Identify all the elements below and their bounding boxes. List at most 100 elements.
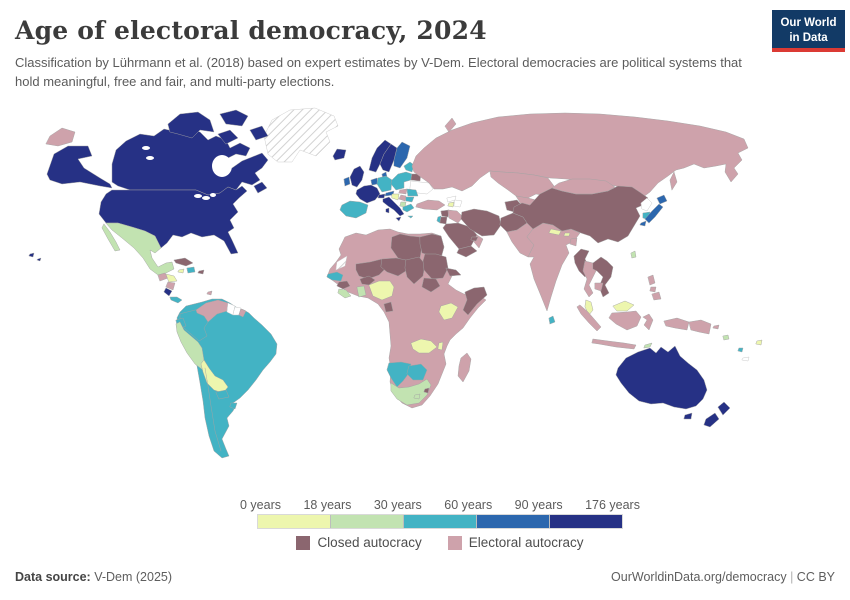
country-greenland[interactable] xyxy=(263,107,339,163)
country-new-zealand-north[interactable] xyxy=(717,401,731,416)
country-bosnia-croatia[interactable] xyxy=(391,193,400,201)
country-japan-hokkaido[interactable] xyxy=(656,194,668,205)
country-jordan[interactable] xyxy=(439,216,448,225)
country-indonesia-sulawesi[interactable] xyxy=(642,313,654,331)
legend-color-scale[interactable] xyxy=(257,514,623,529)
country-russia-chukotka[interactable] xyxy=(45,127,76,147)
country-france[interactable] xyxy=(355,184,381,204)
country-canada-arctic-island[interactable] xyxy=(219,109,249,127)
country-switzerland[interactable] xyxy=(377,193,386,199)
country-india[interactable] xyxy=(526,222,581,312)
legend-bin-60-90[interactable] xyxy=(476,515,549,528)
country-senegal[interactable] xyxy=(326,271,344,282)
country-united-kingdom[interactable] xyxy=(349,165,365,188)
country-solomon-islands[interactable] xyxy=(722,334,730,341)
country-guinea[interactable] xyxy=(336,280,351,290)
country-timor-leste[interactable] xyxy=(643,342,653,349)
country-botswana[interactable] xyxy=(406,363,428,381)
country-libya[interactable] xyxy=(390,233,423,264)
country-papua-new-guinea[interactable] xyxy=(688,319,712,335)
country-romania[interactable] xyxy=(406,188,419,197)
country-eswatini[interactable] xyxy=(423,387,430,394)
country-italy-sicily[interactable] xyxy=(395,216,402,222)
country-indonesia-papua[interactable] xyxy=(663,317,690,331)
country-australia[interactable] xyxy=(615,345,708,410)
country-italy-sardinia[interactable] xyxy=(385,207,390,214)
country-japan-kyushu[interactable] xyxy=(639,220,647,227)
country-cuba[interactable] xyxy=(173,257,194,267)
legend-bin-0-18[interactable] xyxy=(258,515,330,528)
country-united-states-hawaii[interactable] xyxy=(36,257,42,262)
country-syria[interactable] xyxy=(440,209,450,218)
country-germany[interactable] xyxy=(376,175,393,193)
country-armenia[interactable] xyxy=(447,201,455,208)
country-western-sahara[interactable] xyxy=(335,255,348,271)
country-honduras[interactable] xyxy=(165,273,178,283)
country-bhutan[interactable] xyxy=(563,232,571,237)
country-iran[interactable] xyxy=(460,208,502,237)
country-united-states[interactable] xyxy=(98,185,248,255)
country-japan-honshu[interactable] xyxy=(644,203,664,224)
country-iraq[interactable] xyxy=(447,209,464,224)
country-ireland[interactable] xyxy=(343,176,351,187)
country-taiwan[interactable] xyxy=(630,250,637,259)
owid-logo[interactable]: Our World in Data xyxy=(772,10,845,52)
country-canada-newfoundland[interactable] xyxy=(253,181,268,194)
country-russia[interactable] xyxy=(411,112,749,199)
country-turkey[interactable] xyxy=(415,199,446,211)
country-malaysia-borneo[interactable] xyxy=(612,300,635,312)
country-nicaragua[interactable] xyxy=(165,281,176,291)
country-chad[interactable] xyxy=(404,256,426,285)
country-panama[interactable] xyxy=(169,296,183,304)
country-nepal[interactable] xyxy=(548,228,562,236)
country-cambodia[interactable] xyxy=(594,282,604,292)
country-bulgaria[interactable] xyxy=(405,196,415,203)
country-spain-portugal[interactable] xyxy=(339,200,369,219)
legend-item-electoral-autocracy[interactable]: Electoral autocracy xyxy=(447,535,584,550)
country-puerto-rico[interactable] xyxy=(197,269,205,275)
country-canada[interactable] xyxy=(111,127,269,196)
country-australia-tasmania[interactable] xyxy=(683,412,693,420)
country-uruguay[interactable] xyxy=(229,402,238,410)
country-trinidad[interactable] xyxy=(206,290,213,296)
country-french-guiana[interactable] xyxy=(238,308,247,318)
world-map[interactable] xyxy=(0,106,850,496)
legend-bin-18-30[interactable] xyxy=(330,515,403,528)
country-north-korea[interactable] xyxy=(640,197,653,212)
country-gabon[interactable] xyxy=(383,301,394,313)
country-papua-new-guinea[interactable] xyxy=(712,324,720,330)
country-burkina-faso[interactable] xyxy=(359,275,376,286)
country-laos-vietnam[interactable] xyxy=(592,256,614,298)
country-mexico[interactable] xyxy=(105,222,175,276)
country-bangladesh[interactable] xyxy=(569,237,578,247)
country-namibia[interactable] xyxy=(386,361,412,388)
country-mongolia[interactable] xyxy=(551,178,616,195)
legend-item-closed-autocracy[interactable]: Closed autocracy xyxy=(296,535,422,550)
country-lesotho[interactable] xyxy=(413,393,421,400)
country-somalia[interactable] xyxy=(462,286,488,316)
license-link[interactable]: CC BY xyxy=(796,570,835,584)
country-yemen[interactable] xyxy=(456,245,478,258)
country-new-caledonia[interactable] xyxy=(741,356,750,362)
country-malaysia[interactable] xyxy=(584,299,594,316)
country-south-africa[interactable] xyxy=(390,378,432,406)
country-mexico-baja[interactable] xyxy=(101,223,121,252)
country-philippines[interactable] xyxy=(647,274,656,286)
country-azerbaijan[interactable] xyxy=(453,199,463,208)
country-zambia[interactable] xyxy=(410,338,438,354)
country-nigeria[interactable] xyxy=(368,280,395,301)
country-indonesia-java[interactable] xyxy=(591,338,637,350)
country-sierra-leone-liberia[interactable] xyxy=(337,288,352,299)
country-serbia[interactable] xyxy=(398,194,407,202)
country-philippines[interactable] xyxy=(649,286,657,293)
region-central-europe[interactable] xyxy=(390,171,413,191)
country-russia-novaya-zemlya[interactable] xyxy=(444,117,457,133)
country-philippines[interactable] xyxy=(651,291,662,301)
country-canada-arctic-island[interactable] xyxy=(167,111,215,139)
country-dominican-republic[interactable] xyxy=(186,266,196,274)
legend-bin-30-60[interactable] xyxy=(403,515,476,528)
country-paraguay[interactable] xyxy=(215,389,230,400)
country-greece[interactable] xyxy=(402,203,415,213)
country-indonesia-kalimantan[interactable] xyxy=(608,310,642,331)
country-ghana[interactable] xyxy=(356,285,367,298)
